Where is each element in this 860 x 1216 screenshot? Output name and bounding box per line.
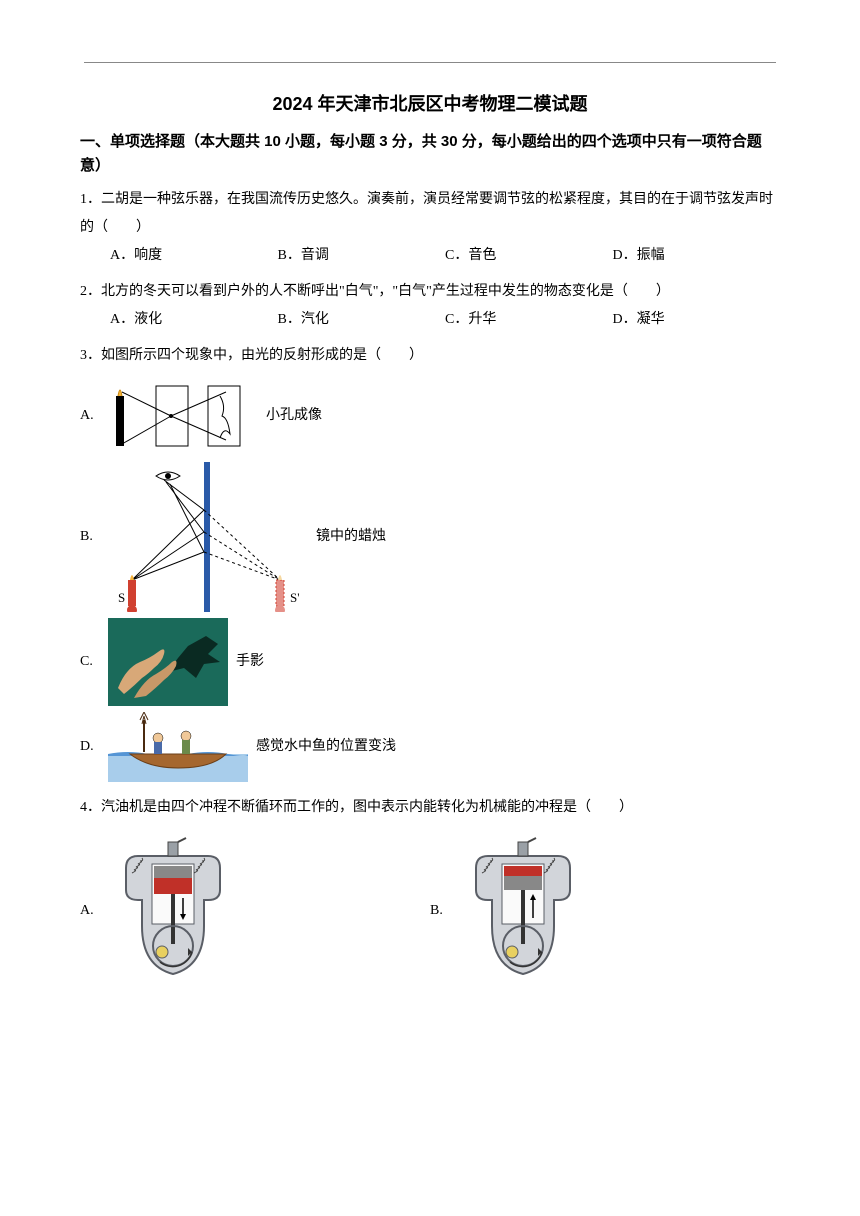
q1-option-d: D．振幅 (613, 242, 781, 270)
mirror-candle-diagram-icon: S S' (108, 462, 308, 612)
q4-options: A. (80, 836, 780, 986)
q3-option-a: A. 小孔成像 (80, 376, 780, 456)
question-2: 2．北方的冬天可以看到户外的人不断呼出"白气"，"白气"产生过程中发生的物态变化… (80, 278, 780, 334)
q3-stem: 3．如图所示四个现象中，由光的反射形成的是（ ） (80, 342, 780, 370)
svg-text:S': S' (290, 590, 300, 605)
question-1: 1．二胡是一种弦乐器，在我国流传历史悠久。演奏前，演员经常要调节弦的松紧程度，其… (80, 186, 780, 270)
q3-d-letter: D. (80, 733, 108, 761)
q2-option-b: B．汽化 (278, 306, 446, 334)
q3-d-caption: 感觉水中鱼的位置变浅 (256, 733, 396, 761)
q3-a-caption: 小孔成像 (266, 402, 322, 430)
q3-c-caption: 手影 (236, 648, 264, 676)
q1-option-c: C．音色 (445, 242, 613, 270)
section-1-header: 一、单项选择题（本大题共 10 小题，每小题 3 分，共 30 分，每小题给出的… (80, 130, 780, 178)
engine-stroke-a-icon (108, 836, 238, 986)
q1-stem: 1．二胡是一种弦乐器，在我国流传历史悠久。演奏前，演员经常要调节弦的松紧程度，其… (80, 186, 780, 242)
pinhole-diagram-icon (108, 376, 258, 456)
q1-options: A．响度 B．音调 C．音色 D．振幅 (80, 242, 780, 270)
question-4: 4．汽油机是由四个冲程不断循环而工作的，图中表示内能转化为机械能的冲程是（ ） … (80, 794, 780, 986)
q3-b-letter: B. (80, 523, 108, 551)
q3-option-b: B. (80, 462, 780, 612)
q4-option-b: B. (430, 836, 780, 986)
q2-option-a: A．液化 (110, 306, 278, 334)
q3-b-caption: 镜中的蜡烛 (316, 523, 386, 551)
q1-option-b: B．音调 (278, 242, 446, 270)
fishing-boat-diagram-icon (108, 712, 248, 782)
q3-a-letter: A. (80, 402, 108, 430)
question-3: 3．如图所示四个现象中，由光的反射形成的是（ ） A. 小孔成像 (80, 342, 780, 782)
q4-a-letter: A. (80, 897, 108, 925)
q2-option-c: C．升华 (445, 306, 613, 334)
q4-option-a: A. (80, 836, 430, 986)
q1-option-a: A．响度 (110, 242, 278, 270)
top-rule (84, 62, 776, 63)
q2-stem: 2．北方的冬天可以看到户外的人不断呼出"白气"，"白气"产生过程中发生的物态变化… (80, 278, 780, 306)
q3-c-letter: C. (80, 648, 108, 676)
q2-option-d: D．凝华 (613, 306, 781, 334)
page-content: 2024 年天津市北辰区中考物理二模试题 一、单项选择题（本大题共 10 小题，… (0, 0, 860, 1034)
engine-stroke-b-icon (458, 836, 588, 986)
svg-text:S: S (118, 590, 125, 605)
q3-option-c: C. 手影 (80, 618, 780, 706)
q4-b-letter: B. (430, 897, 458, 925)
q4-stem: 4．汽油机是由四个冲程不断循环而工作的，图中表示内能转化为机械能的冲程是（ ） (80, 794, 780, 822)
q2-options: A．液化 B．汽化 C．升华 D．凝华 (80, 306, 780, 334)
exam-title: 2024 年天津市北辰区中考物理二模试题 (80, 90, 780, 116)
q3-option-d: D. 感觉水中鱼的位置变浅 (80, 712, 780, 782)
hand-shadow-photo-icon (108, 618, 228, 706)
